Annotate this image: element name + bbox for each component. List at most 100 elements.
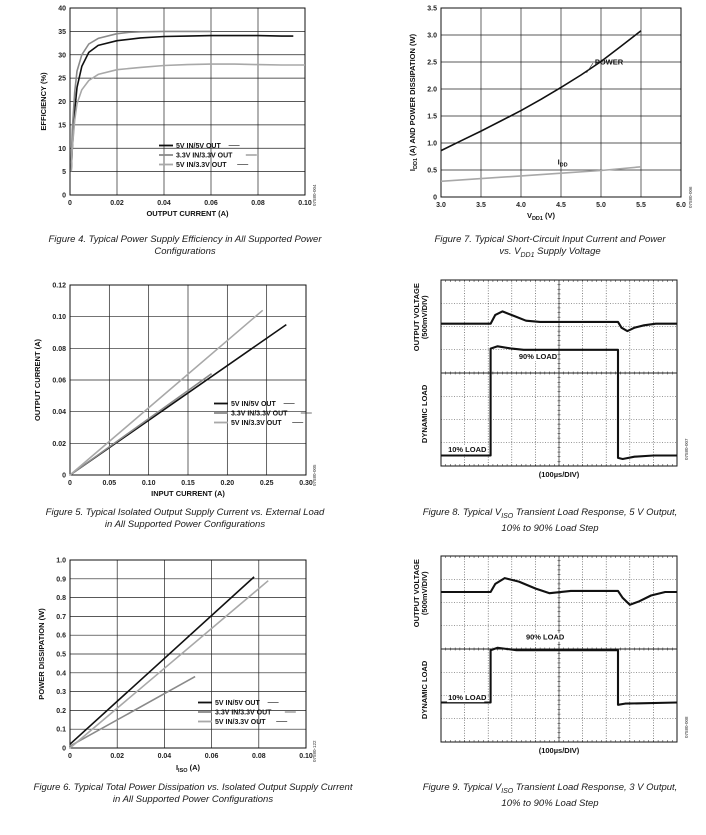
x-axis-label: IISO (A)	[176, 763, 201, 774]
y-tick-label: 30	[58, 52, 66, 59]
annotation-label: 10% LOAD	[448, 445, 487, 454]
y-tick-label: 1.5	[427, 114, 437, 121]
legend-entry: 5V IN/3.3V OUT	[231, 420, 282, 427]
x-axis-label: INPUT CURRENT (A)	[151, 489, 225, 498]
y-axis-label-top: OUTPUT VOLTAGE	[412, 283, 421, 351]
y-tick-label: 0.02	[52, 441, 66, 448]
label-part: I	[408, 169, 417, 171]
figure-5-caption: Figure 5. Typical Isolated Output Supply…	[20, 507, 350, 531]
y-tick-label: 0.7	[56, 614, 66, 621]
y-tick-label: 0.5	[56, 652, 66, 659]
y-axis-label-top-units: (500mV/DIV)	[420, 295, 429, 339]
figure-7-caption: Figure 7. Typical Short-Circuit Input Cu…	[385, 234, 706, 262]
caption-subscript: ISO	[501, 512, 514, 520]
fig9-scope: OUTPUT VOLTAGE (500mV/DIV) DYNAMIC LOAD (10…	[412, 555, 678, 755]
x-tick-label: 0	[68, 200, 72, 207]
caption-line: vs. VDD1 Supply Voltage	[385, 246, 706, 262]
y-tick-label: 0.2	[56, 708, 66, 715]
annotation-backdrop	[447, 693, 485, 703]
fig4-chart: 0 0.02 0.04 0.06 0.08 0.10 0 5 10 15 20 25 30 35 40 OUT…	[39, 6, 312, 219]
plot-frame	[69, 284, 307, 476]
x-tick-label: 0.10	[298, 200, 312, 207]
x-tick-label: 0	[68, 480, 72, 487]
series-line	[70, 30, 211, 163]
y-tick-label: 0	[62, 473, 66, 480]
fig7-chart: 3.0 3.5 4.0 4.5 5.0 5.5 6.0 0 0.5 1.0 1.5 2.0 2.5 3.0…	[408, 6, 686, 223]
label-subscript: DD1	[532, 216, 543, 222]
y-axis-label: EFFICIENCY (%)	[39, 72, 48, 131]
y-tick-label: 0	[433, 195, 437, 202]
series-line	[70, 63, 305, 172]
plot-frame	[69, 7, 306, 196]
y-axis-label: OUTPUT CURRENT (A)	[33, 338, 42, 421]
y-tick-label: 0.12	[52, 283, 66, 290]
figure-code: 07580-004	[312, 184, 317, 206]
y-tick-label: 0.04	[52, 409, 66, 416]
y-tick-label: 5	[62, 169, 66, 176]
y-axis-label-top-units: (500mV/DIV)	[420, 571, 429, 615]
y-tick-label: 40	[58, 6, 66, 13]
y-tick-label: 0.1	[56, 727, 66, 734]
plot-frame	[440, 7, 682, 198]
legend-entry: 5V IN/5V OUT	[215, 700, 260, 707]
caption-line: in All Supported Power Configurations	[104, 519, 266, 530]
y-tick-label: 20	[58, 99, 66, 106]
y-tick-label: 35	[58, 29, 66, 36]
x-tick-label: 0.02	[110, 200, 124, 207]
label-subscript: DD1	[413, 158, 419, 169]
annotation-label: 90% LOAD	[519, 352, 558, 361]
x-tick-label: 4.5	[556, 202, 566, 209]
label-leader	[586, 62, 594, 73]
series-label-power: POWER	[595, 58, 624, 67]
y-tick-label: 0.10	[52, 314, 66, 321]
legend-entry: 5V IN/3.3V OUT	[176, 162, 227, 169]
y-tick-label: 0.3	[56, 689, 66, 696]
caption-text: Supply Voltage	[534, 246, 601, 257]
x-tick-label: 0.20	[221, 480, 235, 487]
x-tick-label: 0.02	[110, 753, 124, 760]
figure-code: 07580-006	[688, 186, 693, 208]
x-tick-label: 0.04	[158, 753, 172, 760]
caption-line: Configurations	[154, 246, 216, 257]
x-tick-label: 0.30	[299, 480, 313, 487]
caption-line: in All Supported Power Configurations	[112, 794, 274, 805]
annotation-backdrop	[517, 352, 556, 362]
y-tick-label: 0.06	[52, 378, 66, 385]
y-axis-label: POWER DISSIPATION (W)	[37, 608, 46, 700]
y-tick-label: 2.5	[427, 60, 437, 67]
label-part: (A) AND POWER DISSIPATION (W)	[408, 33, 417, 158]
series-line	[69, 309, 264, 476]
label-part: (A)	[188, 763, 201, 772]
legend-entry: 3.3V IN/3.3V OUT	[231, 411, 288, 418]
x-tick-label: 3.0	[436, 202, 446, 209]
y-tick-label: 0	[62, 193, 66, 200]
figure-code: 07580-122	[312, 740, 317, 762]
caption-line: Figure 4. Typical Power Supply Efficienc…	[48, 234, 322, 245]
legend-entry: 5V IN/5V OUT	[176, 143, 221, 150]
caption-text: Figure 8. Typical V	[422, 507, 502, 518]
series-line	[440, 166, 642, 183]
legend-entry: 3.3V IN/3.3V OUT	[215, 710, 272, 717]
y-axis-label-top: OUTPUT VOLTAGE	[412, 559, 421, 627]
series-line	[440, 30, 642, 152]
figure-6-caption: Figure 6. Typical Total Power Dissipatio…	[18, 782, 368, 806]
y-tick-label: 0.6	[56, 633, 66, 640]
legend-entry: 5V IN/5V OUT	[231, 401, 276, 408]
caption-text: Figure 9. Typical V	[422, 782, 502, 793]
annotation-backdrop	[447, 445, 485, 455]
caption-line: 10% to 90% Load Step	[501, 797, 599, 809]
label-part: (V)	[543, 211, 556, 220]
legend-entry: 5V IN/3.3V OUT	[215, 719, 266, 726]
y-tick-label: 0.4	[56, 670, 66, 677]
series-line	[69, 576, 255, 745]
x-tick-label: 5.5	[636, 202, 646, 209]
x-tick-label: 3.5	[476, 202, 486, 209]
x-tick-label: 0.10	[299, 753, 313, 760]
y-axis-label-bottom: DYNAMIC LOAD	[420, 660, 429, 719]
series-line	[70, 34, 294, 172]
scope-trace	[441, 310, 677, 333]
x-tick-label: 5.0	[596, 202, 606, 209]
x-tick-label: 0.04	[157, 200, 171, 207]
y-tick-label: 0.9	[56, 576, 66, 583]
